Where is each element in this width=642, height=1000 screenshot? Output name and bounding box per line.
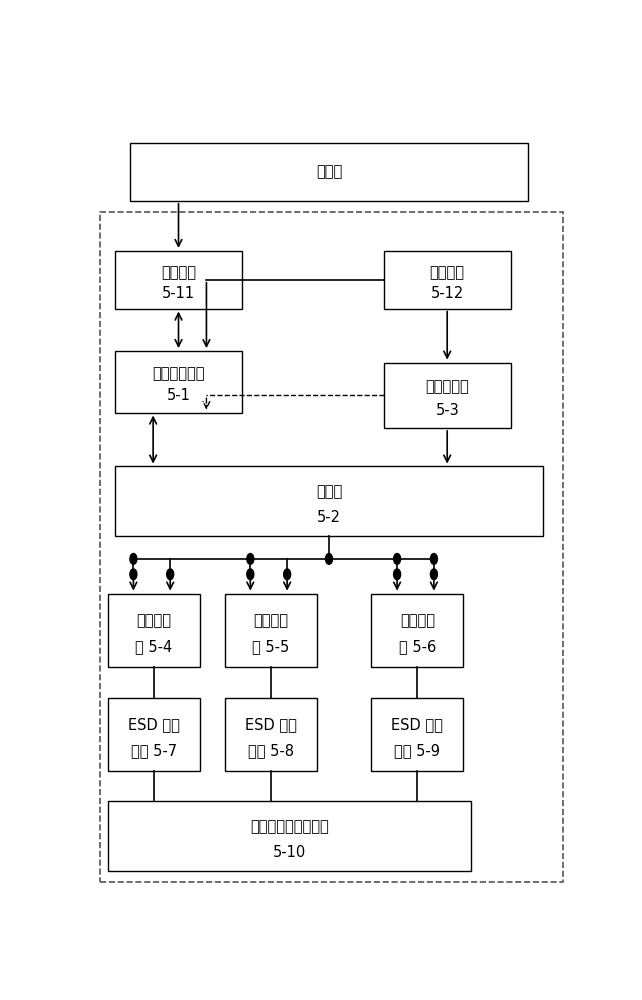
Bar: [115, 251, 242, 309]
Text: 5-1: 5-1: [166, 388, 191, 403]
Text: 芯片 5-8: 芯片 5-8: [248, 743, 293, 758]
Circle shape: [430, 569, 437, 580]
Text: ESD 保护: ESD 保护: [245, 717, 297, 732]
Text: ESD 保护: ESD 保护: [128, 717, 180, 732]
Circle shape: [130, 569, 137, 580]
Bar: [108, 801, 471, 871]
Bar: [115, 351, 242, 413]
Bar: [108, 594, 200, 667]
Text: 5-11: 5-11: [162, 286, 195, 301]
Text: 多通道电阻输出接口: 多通道电阻输出接口: [250, 820, 329, 835]
Text: 数字电位: 数字电位: [400, 613, 435, 628]
Bar: [100, 212, 563, 882]
Text: 5-2: 5-2: [317, 510, 341, 525]
Text: 计 5-4: 计 5-4: [135, 639, 172, 654]
Bar: [371, 594, 464, 667]
Text: 上位机: 上位机: [316, 164, 342, 179]
Bar: [225, 698, 317, 771]
Circle shape: [284, 569, 291, 580]
Text: 降压转换器: 降压转换器: [425, 379, 469, 394]
Bar: [384, 251, 510, 309]
Text: 数字电位: 数字电位: [136, 613, 171, 628]
Text: 芯片 5-7: 芯片 5-7: [130, 743, 177, 758]
Text: 计 5-5: 计 5-5: [252, 639, 289, 654]
Circle shape: [325, 554, 333, 564]
Text: 5-10: 5-10: [273, 845, 306, 860]
Circle shape: [130, 554, 137, 564]
Text: 电源接口: 电源接口: [429, 265, 465, 280]
Text: 数字电位: 数字电位: [253, 613, 288, 628]
Text: 串口转换模块: 串口转换模块: [152, 366, 205, 381]
Text: 单片机: 单片机: [316, 485, 342, 500]
Bar: [225, 594, 317, 667]
Text: ESD 保护: ESD 保护: [392, 717, 443, 732]
Text: 计 5-6: 计 5-6: [399, 639, 436, 654]
Circle shape: [394, 569, 401, 580]
Text: 芯片 5-9: 芯片 5-9: [394, 743, 440, 758]
Bar: [371, 698, 464, 771]
Circle shape: [394, 554, 401, 564]
Text: 5-3: 5-3: [435, 403, 459, 418]
Bar: [130, 143, 528, 201]
Circle shape: [247, 554, 254, 564]
Bar: [108, 698, 200, 771]
Circle shape: [167, 569, 174, 580]
Circle shape: [247, 569, 254, 580]
Text: 5-12: 5-12: [431, 286, 464, 301]
Circle shape: [430, 554, 437, 564]
Bar: [115, 466, 543, 536]
Text: 通信接口: 通信接口: [161, 265, 196, 280]
Bar: [384, 363, 510, 428]
